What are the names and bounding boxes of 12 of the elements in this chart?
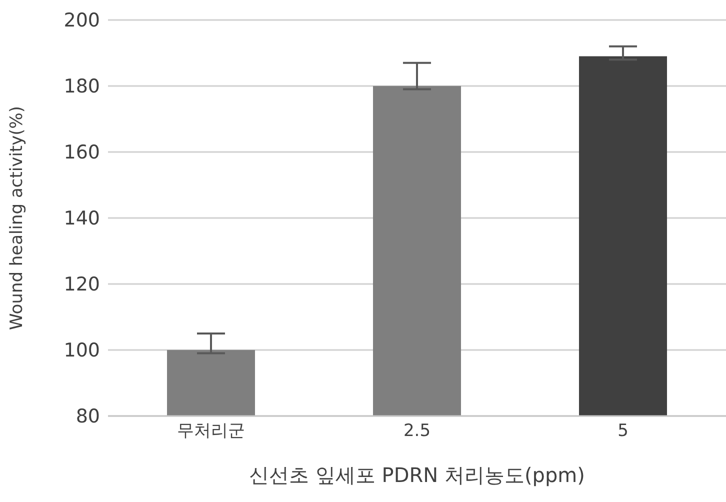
y-tick-label: 200 — [64, 10, 100, 32]
x-tick-label: 5 — [618, 421, 628, 442]
y-tick-label: 160 — [64, 142, 100, 164]
y-tick-label: 140 — [64, 208, 100, 230]
y-axis-title: Wound healing activity(%) — [7, 106, 28, 330]
x-axis-title: 신선초 잎세포 PDRN 처리농도(ppm) — [249, 463, 585, 487]
y-tick-label: 80 — [76, 406, 100, 428]
x-tick-label: 2.5 — [403, 421, 431, 442]
y-tick-label: 120 — [64, 274, 100, 296]
y-tick-label: 180 — [64, 76, 100, 98]
x-tick-label: 무처리군 — [177, 421, 245, 442]
y-tick-label: 100 — [64, 340, 100, 362]
